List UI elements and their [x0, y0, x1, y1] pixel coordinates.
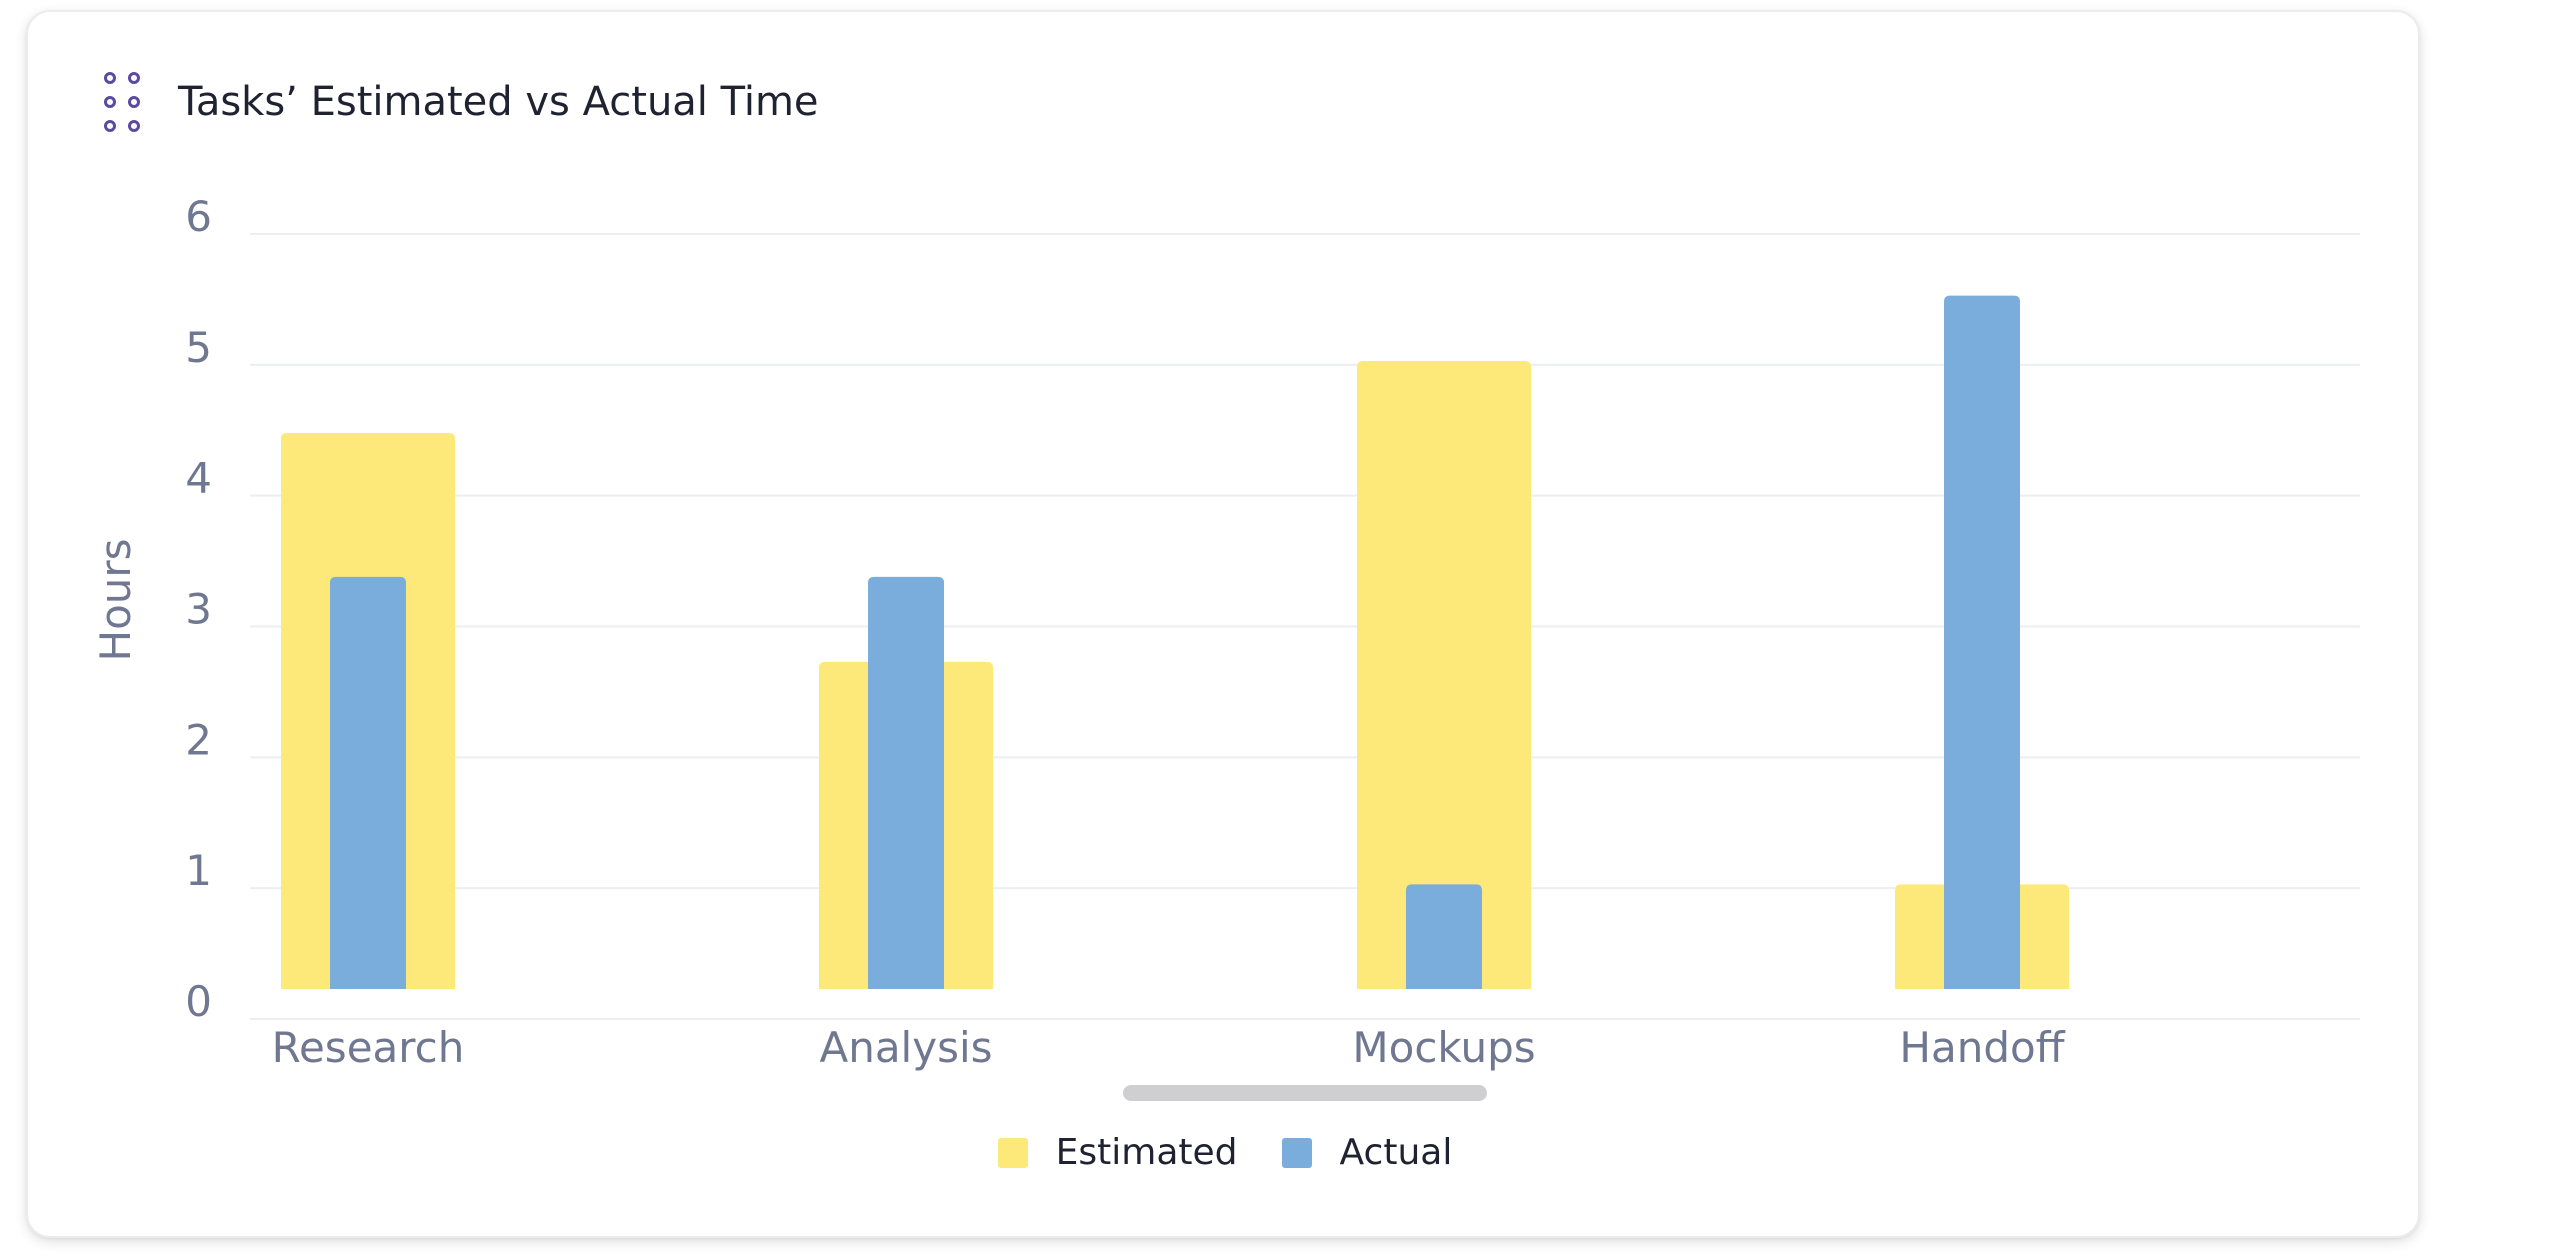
drag-handle-icon[interactable] [98, 69, 142, 135]
card-header: Tasks’ Estimated vs Actual Time [98, 67, 819, 137]
y-tick-label-4: 4 [185, 454, 212, 503]
y-tick-label-1: 1 [185, 846, 212, 895]
x-tick-label-analysis: Analysis [819, 1023, 992, 1072]
card-title: Tasks’ Estimated vs Actual Time [178, 79, 819, 125]
bar-actual-mockups [1406, 884, 1482, 989]
y-tick-label-2: 2 [185, 715, 212, 764]
legend-label-actual: Actual [1339, 1132, 1453, 1173]
bar-actual-handoff [1944, 295, 2020, 989]
y-tick-label-6: 6 [185, 192, 212, 241]
horizontal-scrollbar[interactable] [1123, 1085, 1487, 1101]
bar-estimated-mockups [1357, 361, 1531, 989]
legend-swatch-actual [1281, 1137, 1312, 1168]
y-tick-label-5: 5 [185, 323, 212, 372]
y-tick-label-3: 3 [185, 585, 212, 634]
chart-card: Tasks’ Estimated vs Actual Time 0 1 2 3 4 5 6 H… [26, 10, 2420, 1238]
legend-label-estimated: Estimated [1055, 1132, 1238, 1173]
x-tick-label-handoff: Handoff [1899, 1023, 2065, 1072]
legend-item-estimated[interactable]: Estimated [997, 1132, 1238, 1173]
x-tick-label-mockups: Mockups [1352, 1023, 1535, 1072]
x-tick-label-research: Research [272, 1023, 465, 1072]
chart-legend: Estimated Actual [28, 1132, 2422, 1173]
y-axis-label: Hours [91, 538, 140, 661]
legend-swatch-estimated [997, 1137, 1028, 1168]
y-tick-label-0: 0 [185, 977, 212, 1026]
bar-chart: 0 1 2 3 4 5 6 Hours Research Analysis Mockups Hando… [91, 192, 2360, 1072]
bar-actual-research [330, 576, 406, 989]
legend-item-actual[interactable]: Actual [1281, 1132, 1453, 1173]
bar-actual-analysis [868, 576, 944, 989]
